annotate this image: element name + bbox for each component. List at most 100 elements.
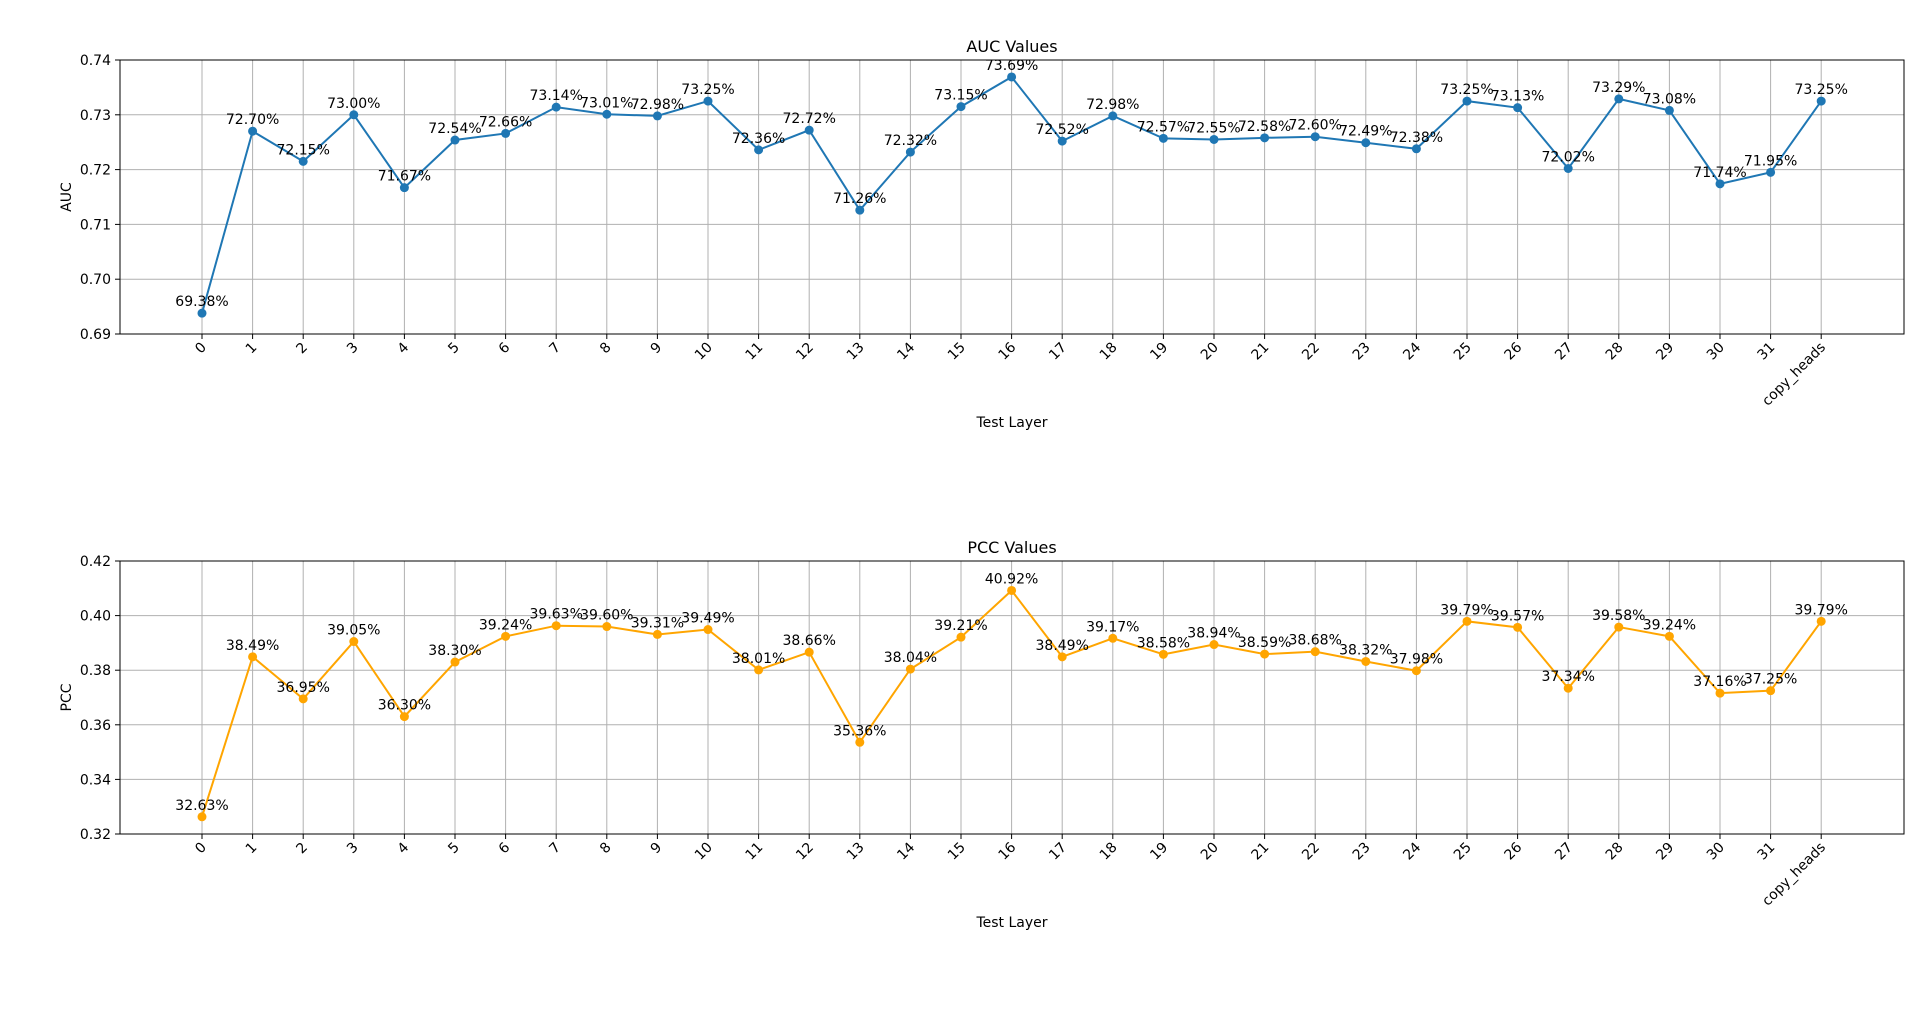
auc-data-label: 73.13% xyxy=(1491,89,1544,105)
pcc-chart: PCC Values Test Layer PCC 0.32 0.34 0.36 0.… xyxy=(59,538,1905,931)
auc-x-tick-label: 1 xyxy=(243,340,261,358)
pcc-x-tick-label: 17 xyxy=(1046,840,1070,864)
pcc-data-point xyxy=(602,622,612,632)
pcc-x-tick-label: 0 xyxy=(192,840,210,858)
pcc-data-point xyxy=(501,631,511,641)
auc-data-label: 73.25% xyxy=(1440,82,1493,98)
pcc-data-point xyxy=(1057,652,1067,662)
auc-chart-x-axis-label: Test Layer xyxy=(975,415,1047,431)
auc-x-tick-label: 9 xyxy=(648,340,666,358)
pcc-data-point xyxy=(1563,683,1573,693)
pcc-data-point xyxy=(1614,622,1624,632)
auc-data-label: 71.74% xyxy=(1693,165,1746,181)
auc-x-tick-label: 16 xyxy=(996,339,1020,363)
auc-data-point xyxy=(1310,132,1320,142)
auc-data-label: 73.25% xyxy=(681,82,734,98)
pcc-data-label: 39.79% xyxy=(1440,602,1493,618)
pcc-x-tick-label: 5 xyxy=(445,840,463,858)
auc-chart-title: AUC Values xyxy=(966,37,1057,56)
auc-x-tick-label: 19 xyxy=(1147,340,1171,364)
pcc-x-tick-label: 1 xyxy=(243,840,261,858)
pcc-data-label: 38.94% xyxy=(1187,626,1240,642)
auc-x-tick-label: 24 xyxy=(1400,339,1424,363)
pcc-x-tick-label: 6 xyxy=(496,839,514,857)
pcc-data-label: 38.68% xyxy=(1289,633,1342,649)
auc-y-tick-label: 0.73 xyxy=(80,108,111,124)
pcc-y-tick-label: 0.36 xyxy=(80,718,111,734)
pcc-x-tick-label: 19 xyxy=(1147,840,1171,864)
pcc-y-tick-label: 0.40 xyxy=(80,609,111,625)
auc-data-point xyxy=(1361,138,1371,148)
auc-data-point xyxy=(1563,164,1573,174)
pcc-x-tick-label: 4 xyxy=(395,839,413,857)
auc-x-tick-label: 18 xyxy=(1097,340,1121,364)
pcc-data-point xyxy=(1310,647,1320,657)
auc-x-tick-label: 15 xyxy=(945,340,969,364)
pcc-data-point xyxy=(754,665,764,675)
pcc-x-tick-label: 12 xyxy=(793,840,817,864)
pcc-data-label: 39.60% xyxy=(580,608,633,624)
pcc-data-label: 37.25% xyxy=(1744,672,1797,688)
auc-y-tick-label: 0.70 xyxy=(80,272,111,288)
auc-x-tick-label: 26 xyxy=(1502,339,1526,363)
auc-x-tick-label: 3 xyxy=(344,340,362,358)
pcc-x-tick-label: 30 xyxy=(1704,840,1728,864)
auc-data-point xyxy=(754,145,764,155)
auc-data-label: 72.98% xyxy=(1086,97,1139,113)
pcc-x-tick-label: 23 xyxy=(1350,840,1374,864)
pcc-data-label: 39.05% xyxy=(327,623,380,639)
pcc-data-label: 38.49% xyxy=(1036,638,1089,654)
pcc-x-tick-label: 14 xyxy=(894,839,918,863)
auc-data-label: 73.29% xyxy=(1592,80,1645,96)
auc-data-point xyxy=(298,156,308,166)
auc-x-tick-label: 23 xyxy=(1350,340,1374,364)
pcc-x-tick-label: 2 xyxy=(293,840,311,858)
auc-data-point xyxy=(1260,133,1270,143)
pcc-x-tick-label: 13 xyxy=(844,840,868,864)
pcc-data-label: 38.30% xyxy=(428,643,481,659)
auc-data-point xyxy=(652,111,662,121)
pcc-x-tick-label: 26 xyxy=(1502,839,1526,863)
auc-x-tick-label: 6 xyxy=(496,339,514,357)
pcc-data-point xyxy=(1361,656,1371,666)
pcc-data-label: 39.31% xyxy=(631,615,684,631)
auc-x-tick-label: 4 xyxy=(395,339,413,357)
auc-data-label: 72.72% xyxy=(783,111,836,127)
pcc-data-label: 38.59% xyxy=(1238,635,1291,651)
pcc-data-point xyxy=(1766,686,1776,696)
pcc-data-label: 37.98% xyxy=(1390,652,1443,668)
auc-data-label: 73.00% xyxy=(327,96,380,112)
pcc-data-label: 38.04% xyxy=(884,650,937,666)
pcc-y-tick-label: 0.38 xyxy=(80,663,111,679)
pcc-x-tick-label: 20 xyxy=(1198,840,1222,864)
pcc-x-tick-label: 18 xyxy=(1097,840,1121,864)
pcc-data-point xyxy=(551,621,561,631)
pcc-data-label: 32.63% xyxy=(175,798,228,814)
auc-data-point xyxy=(1664,105,1674,115)
auc-data-label: 72.98% xyxy=(631,97,684,113)
auc-x-tick-label: 5 xyxy=(445,340,463,358)
auc-data-label: 73.69% xyxy=(985,58,1038,74)
pcc-data-point xyxy=(399,712,409,722)
pcc-data-point xyxy=(298,694,308,704)
pcc-x-tick-label: 10 xyxy=(692,840,716,864)
pcc-data-point xyxy=(197,812,207,822)
pcc-x-tick-label: 8 xyxy=(597,840,615,858)
auc-data-point xyxy=(349,110,359,120)
auc-data-point xyxy=(1766,167,1776,177)
auc-x-tick-label: 7 xyxy=(546,340,564,358)
auc-y-tick-label: 0.72 xyxy=(80,163,111,179)
pcc-y-tick-label: 0.42 xyxy=(80,554,111,570)
auc-data-label: 69.38% xyxy=(175,294,228,310)
auc-data-point xyxy=(905,147,915,157)
pcc-data-label: 39.57% xyxy=(1491,608,1544,624)
auc-chart: AUC Values Test Layer AUC 0.69 0.70 0.71 0.… xyxy=(59,37,1905,431)
auc-data-label: 72.15% xyxy=(277,142,330,158)
auc-data-point xyxy=(450,135,460,145)
auc-data-point xyxy=(804,125,814,135)
auc-x-tick-label: 17 xyxy=(1046,340,1070,364)
auc-data-label: 73.14% xyxy=(530,88,583,104)
pcc-x-tick-label: 27 xyxy=(1552,840,1576,864)
auc-data-point xyxy=(1462,96,1472,106)
